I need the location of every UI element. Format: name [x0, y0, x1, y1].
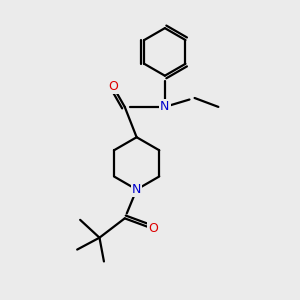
Text: N: N	[132, 183, 141, 196]
Text: N: N	[160, 100, 170, 113]
Text: O: O	[148, 222, 158, 235]
Text: O: O	[108, 80, 118, 93]
